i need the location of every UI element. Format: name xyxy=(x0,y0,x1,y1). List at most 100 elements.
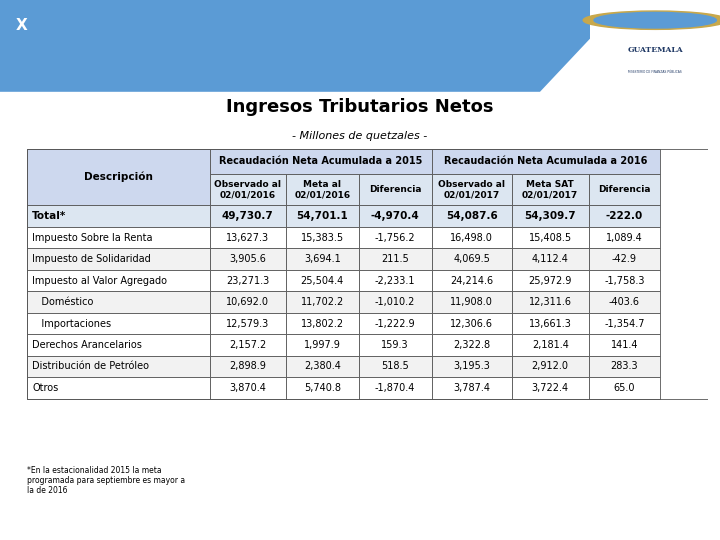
Circle shape xyxy=(583,11,720,29)
Text: Meta SAT
02/01/2017: Meta SAT 02/01/2017 xyxy=(522,180,578,200)
Bar xyxy=(286,174,359,205)
Bar xyxy=(512,377,589,399)
Bar xyxy=(589,356,660,377)
Bar xyxy=(286,227,359,248)
Text: 11,908.0: 11,908.0 xyxy=(450,297,493,307)
Bar xyxy=(210,356,286,377)
Text: MINISTERIO DE FINANZAS PÚBLICAS: MINISTERIO DE FINANZAS PÚBLICAS xyxy=(629,70,682,73)
Text: -4,970.4: -4,970.4 xyxy=(371,211,420,221)
Bar xyxy=(27,205,210,227)
Text: -1,756.2: -1,756.2 xyxy=(375,233,415,242)
Text: *En la estacionalidad 2015 la meta
programada para septiembre es mayor a
la de 2: *En la estacionalidad 2015 la meta progr… xyxy=(27,465,186,496)
FancyBboxPatch shape xyxy=(590,0,720,92)
Text: Observado al
02/01/2017: Observado al 02/01/2017 xyxy=(438,180,505,200)
Text: Diferencia: Diferencia xyxy=(369,185,421,194)
Bar xyxy=(27,270,210,291)
Text: Importaciones: Importaciones xyxy=(32,319,112,328)
Bar xyxy=(27,313,210,334)
Bar xyxy=(589,227,660,248)
Text: 3,195.3: 3,195.3 xyxy=(453,361,490,372)
Bar xyxy=(431,377,512,399)
Bar xyxy=(210,334,286,356)
Bar xyxy=(359,205,431,227)
Bar xyxy=(359,174,431,205)
Text: 13,661.3: 13,661.3 xyxy=(528,319,572,328)
Text: 15,383.5: 15,383.5 xyxy=(301,233,344,242)
Text: 5,740.8: 5,740.8 xyxy=(304,383,341,393)
Bar xyxy=(210,248,286,270)
Text: 3,722.4: 3,722.4 xyxy=(531,383,569,393)
Text: 25,504.4: 25,504.4 xyxy=(301,275,344,286)
Bar xyxy=(286,205,359,227)
Bar xyxy=(431,248,512,270)
Text: Observado al
02/01/2016: Observado al 02/01/2016 xyxy=(215,180,282,200)
Text: GUATEMALA: GUATEMALA xyxy=(632,23,678,28)
Text: 2,322.8: 2,322.8 xyxy=(453,340,490,350)
Text: 16,498.0: 16,498.0 xyxy=(450,233,493,242)
Text: 211.5: 211.5 xyxy=(382,254,409,264)
Text: Recaudación Neta Acumulada a 2015: Recaudación Neta Acumulada a 2015 xyxy=(219,157,423,166)
Text: 1,997.9: 1,997.9 xyxy=(304,340,341,350)
Text: Derechos Arancelarios: Derechos Arancelarios xyxy=(32,340,142,350)
Text: 3,870.4: 3,870.4 xyxy=(230,383,266,393)
Bar xyxy=(512,227,589,248)
Text: -1,758.3: -1,758.3 xyxy=(604,275,644,286)
Polygon shape xyxy=(0,0,626,92)
Text: Descripción: Descripción xyxy=(84,172,153,182)
Text: Meta al
02/01/2016: Meta al 02/01/2016 xyxy=(294,180,351,200)
Text: 3,787.4: 3,787.4 xyxy=(453,383,490,393)
Bar xyxy=(359,291,431,313)
Bar xyxy=(359,313,431,334)
Text: 2,181.4: 2,181.4 xyxy=(532,340,569,350)
Text: -1,870.4: -1,870.4 xyxy=(375,383,415,393)
Text: Otros: Otros xyxy=(32,383,58,393)
Text: 3,694.1: 3,694.1 xyxy=(304,254,341,264)
Bar xyxy=(210,377,286,399)
Text: -222.0: -222.0 xyxy=(606,211,643,221)
Bar xyxy=(589,248,660,270)
Bar xyxy=(512,334,589,356)
Text: Diferencia: Diferencia xyxy=(598,185,651,194)
Text: 15,408.5: 15,408.5 xyxy=(528,233,572,242)
Bar xyxy=(589,174,660,205)
Bar xyxy=(512,174,589,205)
Bar xyxy=(431,174,512,205)
Bar xyxy=(359,377,431,399)
Text: 12,306.6: 12,306.6 xyxy=(450,319,493,328)
Circle shape xyxy=(594,12,716,28)
Bar xyxy=(286,356,359,377)
Bar xyxy=(431,356,512,377)
Bar xyxy=(286,334,359,356)
Bar xyxy=(27,148,210,205)
Text: 23,271.3: 23,271.3 xyxy=(226,275,269,286)
Bar xyxy=(27,227,210,248)
Text: 10,692.0: 10,692.0 xyxy=(226,297,269,307)
Text: 13,627.3: 13,627.3 xyxy=(226,233,269,242)
Bar xyxy=(589,205,660,227)
Bar xyxy=(359,270,431,291)
Text: Recaudación Neta Acumulada a 2016: Recaudación Neta Acumulada a 2016 xyxy=(444,157,647,166)
Text: -1,354.7: -1,354.7 xyxy=(604,319,644,328)
Text: 2,912.0: 2,912.0 xyxy=(532,361,569,372)
Text: 2,380.4: 2,380.4 xyxy=(304,361,341,372)
Text: -1,010.2: -1,010.2 xyxy=(375,297,415,307)
Text: 65.0: 65.0 xyxy=(613,383,635,393)
Text: 4,069.5: 4,069.5 xyxy=(453,254,490,264)
Text: Total*: Total* xyxy=(32,211,66,221)
Bar xyxy=(359,334,431,356)
Text: 11,702.2: 11,702.2 xyxy=(301,297,344,307)
Bar xyxy=(431,227,512,248)
Bar xyxy=(286,377,359,399)
Bar xyxy=(27,248,210,270)
Text: GUATEMALA: GUATEMALA xyxy=(627,46,683,55)
Bar xyxy=(431,313,512,334)
Text: Impuesto al Valor Agregado: Impuesto al Valor Agregado xyxy=(32,275,167,286)
Text: 54,701.1: 54,701.1 xyxy=(297,211,348,221)
Text: -403.6: -403.6 xyxy=(609,297,640,307)
Bar xyxy=(359,227,431,248)
Bar xyxy=(27,356,210,377)
Bar xyxy=(286,291,359,313)
Text: 1,089.4: 1,089.4 xyxy=(606,233,643,242)
Bar xyxy=(512,270,589,291)
Text: 13,802.2: 13,802.2 xyxy=(301,319,344,328)
